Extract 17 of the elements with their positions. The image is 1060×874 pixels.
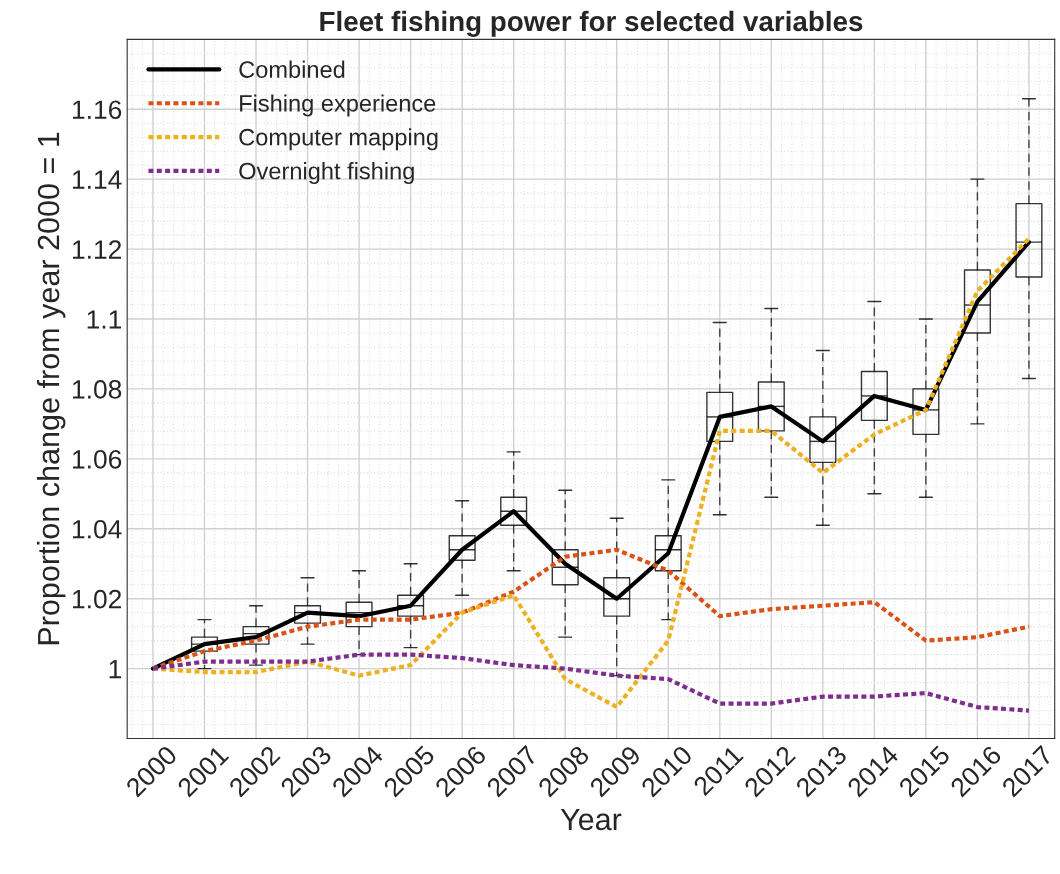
y-tick-label: 1 — [109, 660, 122, 679]
y-tick-label: 1.14 — [73, 170, 122, 189]
y-tick-label: 1.04 — [73, 519, 122, 539]
chart-title: Fleet fishing power for selected variables — [320, 10, 863, 37]
legend-label: Combined — [239, 60, 345, 78]
y-tick-label: 1.02 — [73, 589, 122, 609]
line-series — [150, 652, 1032, 713]
y-tick-label: 1.16 — [73, 100, 122, 120]
legend-label: Fishing experience — [240, 94, 436, 117]
y-tick-label: 1.08 — [73, 380, 122, 399]
y-tick-label: 1.1 — [87, 310, 122, 329]
y-tick-label: 1.06 — [73, 449, 122, 469]
legend-label: Computer mapping — [239, 128, 438, 151]
y-axis-title: Proportion change from year 2000 = 1 — [36, 132, 66, 645]
y-tick-label: 1.12 — [73, 240, 122, 259]
legend-label: Overnight fishing — [239, 162, 414, 185]
x-axis-title: Year — [560, 808, 622, 831]
